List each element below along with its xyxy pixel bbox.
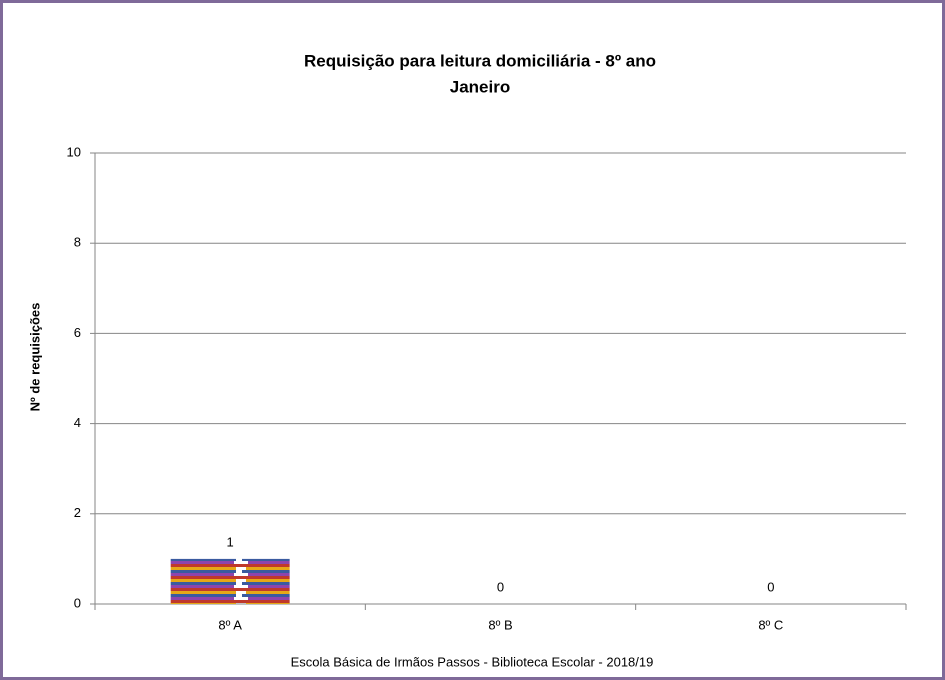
x-tick-label: 8º C xyxy=(758,617,783,632)
footer: Escola Básica de Irmãos Passos - Bibliot… xyxy=(291,654,654,669)
chart-title: Requisição para leitura domiciliária - 8… xyxy=(304,51,656,70)
value-label: 1 xyxy=(227,534,234,549)
y-tick-label: 0 xyxy=(74,595,81,610)
y-tick-label: 4 xyxy=(74,415,81,430)
y-axis-label: Nº de requisições xyxy=(27,303,42,412)
y-tick-label: 10 xyxy=(67,144,81,159)
y-tick-label: 2 xyxy=(74,505,81,520)
x-tick-label: 8º A xyxy=(218,617,242,632)
y-tick-label: 6 xyxy=(74,325,81,340)
value-label: 0 xyxy=(497,579,504,594)
y-tick-label: 8 xyxy=(74,235,81,250)
value-label: 0 xyxy=(767,579,774,594)
chart-subtitle: Janeiro xyxy=(450,77,510,96)
bar xyxy=(170,558,290,604)
x-tick-label: 8º B xyxy=(488,617,512,632)
